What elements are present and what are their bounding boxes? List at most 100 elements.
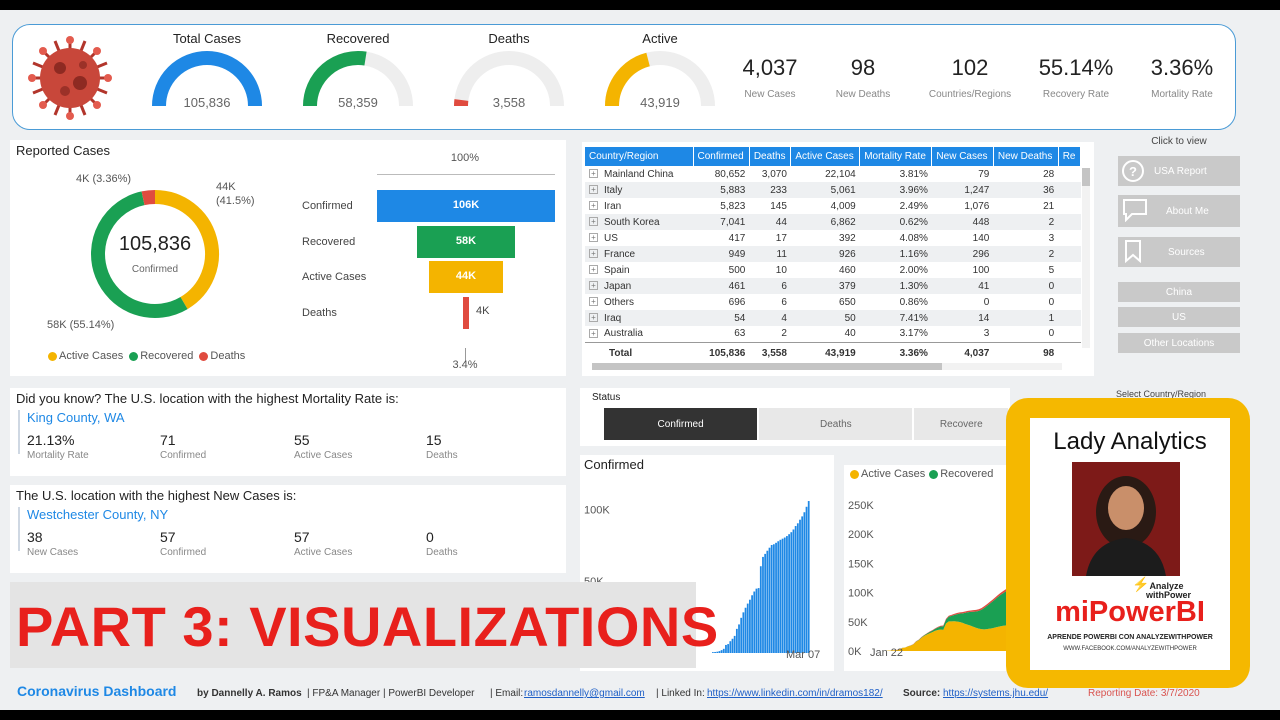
confirmed-bar[interactable] (779, 539, 782, 653)
expand-icon[interactable]: + (589, 217, 598, 227)
confirmed-bar[interactable] (733, 635, 736, 653)
confirmed-bar[interactable] (764, 553, 767, 653)
area-series-active-cases[interactable] (886, 621, 1006, 651)
column-header[interactable]: Active Cases (790, 147, 861, 166)
confirmed-bar[interactable] (799, 519, 801, 653)
table-row[interactable]: + US 417 17 392 4.08% 140 3 (585, 230, 1081, 246)
confirmed-bar[interactable] (794, 526, 797, 653)
funnel-bar-deaths[interactable] (463, 297, 469, 329)
expand-icon[interactable]: + (589, 249, 598, 259)
confirmed-bar[interactable] (786, 536, 788, 653)
confirmed-bar[interactable] (718, 651, 721, 653)
confirmed-bar[interactable] (775, 542, 777, 653)
confirmed-bar[interactable] (751, 595, 753, 653)
confirmed-bar[interactable] (790, 532, 793, 653)
confirmed-bar[interactable] (759, 566, 762, 653)
status-tab-deaths[interactable]: Deaths (759, 408, 913, 440)
confirmed-bar[interactable] (801, 516, 804, 653)
confirmed-bar[interactable] (768, 547, 771, 653)
footer-email-link[interactable]: ramosdannelly@gmail.com (524, 688, 645, 699)
table-row[interactable]: + Others 696 6 650 0.86% 0 0 (585, 294, 1081, 310)
confirmed-bar[interactable] (738, 624, 740, 653)
column-header[interactable]: Mortality Rate (859, 147, 933, 166)
expand-icon[interactable]: + (589, 281, 598, 291)
table-vertical-scrollbar[interactable] (1082, 168, 1090, 348)
expand-icon[interactable]: + (589, 233, 598, 243)
confirmed-bar[interactable] (755, 588, 758, 653)
table-row[interactable]: + Japan 461 6 379 1.30% 41 0 (585, 278, 1081, 294)
confirmed-bar[interactable] (777, 541, 780, 653)
confirmed-bar[interactable] (742, 612, 745, 653)
area-series-recovered[interactable] (886, 591, 1006, 651)
confirmed-bar[interactable] (746, 603, 749, 653)
expand-icon[interactable]: + (589, 313, 598, 323)
confirmed-bar[interactable] (740, 617, 743, 653)
usa-report-button[interactable]: ? USA Report (1118, 156, 1240, 186)
column-header[interactable]: Country/Region (585, 147, 694, 166)
confirmed-bar[interactable] (788, 534, 790, 653)
expand-icon[interactable]: + (589, 297, 598, 307)
confirmed-bar[interactable] (772, 544, 775, 653)
expand-icon[interactable]: + (589, 201, 598, 211)
confirmed-bar[interactable] (720, 650, 723, 653)
about-me-button[interactable]: About Me (1118, 195, 1240, 227)
confirmed-bar[interactable] (735, 628, 738, 653)
confirmed-bar[interactable] (803, 512, 806, 653)
donut-slice-active[interactable] (154, 190, 219, 310)
table-row[interactable]: + Iran 5,823 145 4,009 2.49% 1,076 21 (585, 198, 1081, 214)
table-row[interactable]: + Australia 63 2 40 3.17% 3 0 (585, 326, 1081, 342)
table-row[interactable]: + Italy 5,883 233 5,061 3.96% 1,247 36 (585, 182, 1081, 198)
confirmed-bar[interactable] (796, 523, 799, 653)
confirmed-bar[interactable] (749, 599, 751, 653)
status-tab-recovere[interactable]: Recovere (914, 408, 1008, 440)
confirmed-bar[interactable] (744, 607, 747, 653)
confirmed-bar[interactable] (727, 644, 730, 653)
status-tab-confirmed[interactable]: Confirmed (604, 408, 758, 440)
confirmed-bar[interactable] (770, 544, 773, 653)
confirmed-bar[interactable] (729, 641, 732, 653)
donut-slice-deaths[interactable] (141, 190, 156, 206)
confirmed-bar[interactable] (783, 537, 786, 653)
footer-source-link[interactable]: https://systems.jhu.edu/ (943, 688, 1049, 699)
confirmed-bar[interactable] (722, 648, 725, 653)
funnel-bar-confirmed[interactable]: 106K (377, 190, 555, 222)
expand-icon[interactable]: + (589, 185, 598, 195)
confirmed-bar[interactable] (714, 651, 716, 653)
table-row[interactable]: + South Korea 7,041 44 6,862 0.62% 448 2 (585, 214, 1081, 230)
column-header[interactable]: Confirmed (693, 147, 750, 166)
other-locations-button[interactable]: Other Locations (1118, 333, 1240, 353)
column-header[interactable]: Re (1058, 147, 1081, 166)
confirmed-bar[interactable] (716, 651, 719, 653)
confirmed-bar[interactable] (757, 588, 760, 653)
confirmed-bar[interactable] (792, 529, 795, 653)
new-cases-location-link[interactable]: Westchester County, NY (27, 507, 169, 522)
confirmed-bar[interactable] (807, 501, 810, 653)
funnel-bar-active-cases[interactable]: 44K (429, 261, 503, 293)
mortality-location-link[interactable]: King County, WA (27, 410, 125, 425)
column-header[interactable]: New Cases (931, 147, 994, 166)
confirmed-bar[interactable] (712, 652, 714, 653)
china-button[interactable]: China (1118, 282, 1240, 302)
table-row[interactable]: + France 949 11 926 1.16% 296 2 (585, 246, 1081, 262)
table-row[interactable]: + Spain 500 10 460 2.00% 100 5 (585, 262, 1081, 278)
table-horizontal-scrollbar[interactable] (592, 363, 1062, 370)
donut-slice-recovered[interactable] (91, 191, 188, 318)
confirmed-bar[interactable] (781, 538, 784, 653)
confirmed-bar[interactable] (766, 550, 769, 653)
footer-linkedin-link[interactable]: https://www.linkedin.com/in/dramos182/ (707, 688, 883, 699)
confirmed-bar[interactable] (725, 644, 727, 653)
us-button[interactable]: US (1118, 307, 1240, 327)
confirmed-bar[interactable] (805, 506, 808, 653)
table-row[interactable]: + Mainland China 80,652 3,070 22,104 3.81% 79 2… (585, 166, 1081, 182)
confirmed-bar[interactable] (762, 556, 764, 653)
confirmed-bar[interactable] (753, 591, 756, 653)
expand-icon[interactable]: + (589, 329, 598, 339)
sources-button[interactable]: Sources (1118, 237, 1240, 267)
confirmed-bar[interactable] (731, 638, 734, 653)
column-header[interactable]: New Deaths (993, 147, 1059, 166)
table-row[interactable]: + Iraq 54 4 50 7.41% 14 1 (585, 310, 1081, 326)
column-header[interactable]: Deaths (749, 147, 792, 166)
expand-icon[interactable]: + (589, 169, 598, 179)
expand-icon[interactable]: + (589, 265, 598, 275)
funnel-bar-recovered[interactable]: 58K (416, 226, 516, 258)
